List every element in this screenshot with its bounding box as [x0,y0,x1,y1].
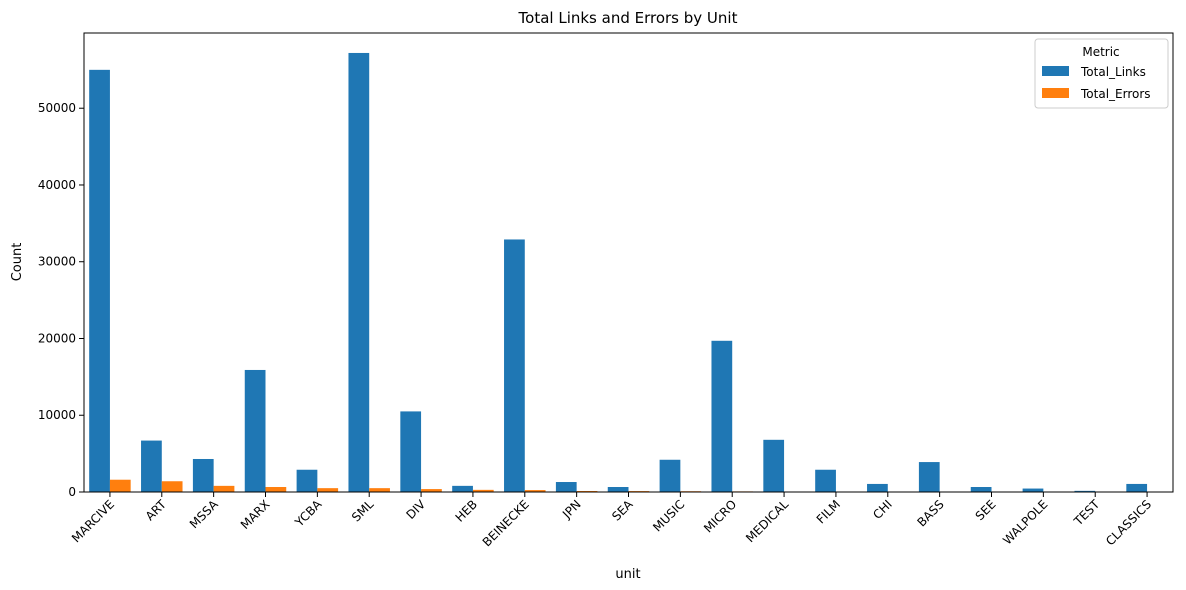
bar-classics-total-links [1126,483,1148,492]
bar-chi-total-links [867,483,888,492]
bar-sea-total-links [607,487,629,492]
bar-sml-total-errors [369,488,390,492]
legend-swatch-total-links [1042,66,1069,76]
bar-walpole-total-links [1022,488,1044,492]
x-tick-label-ycba: YCBA [292,497,325,530]
bar-art-total-links [141,440,162,492]
bar-heb-total-errors [472,489,494,492]
bar-see-total-links [970,487,992,492]
legend-title: Metric [1082,45,1119,59]
bar-film-total-links [815,469,836,492]
x-tick-label-sea: SEA [609,497,636,524]
y-tick-label-40000: 40000 [38,178,76,192]
x-tick-label-film: FILM [814,497,843,526]
bar-div-total-errors [421,489,442,492]
y-tick-label-20000: 20000 [38,331,76,345]
x-axis-label: unit [615,567,640,582]
bar-ycba-total-errors [317,488,339,492]
bar-micro-total-links [711,340,733,492]
bar-test-total-links [1074,490,1096,492]
bar-sml-total-links [348,52,370,493]
bar-heb-total-links [452,485,473,492]
x-tick-label-mssa: MSSA [187,497,222,532]
legend-swatch-total-errors [1042,88,1069,98]
x-tick-label-classics: CLASSICS [1103,497,1154,548]
bars-group [89,52,1168,493]
legend: Metric Total_Links Total_Errors [1034,38,1169,109]
y-tick-label-10000: 10000 [38,408,76,422]
x-tick-label-chi: CHI [870,497,895,522]
bar-beinecke-total-errors [524,490,546,492]
x-tick-label-medical: MEDICAL [743,497,791,545]
bar-beinecke-total-links [504,239,525,492]
y-axis-label: Count [10,243,25,282]
bar-mssa-total-errors [213,485,235,492]
bar-marx-total-links [244,369,266,492]
x-tick-label-beinecke: BEINECKE [480,497,532,549]
x-tick-label-art: ART [143,497,170,524]
x-tick-label-marcive: MARCIVE [69,497,117,545]
x-axis: MARCIVE ART MSSA MARX YCBA SML DIV HEB BEINECKE J… [69,492,1154,549]
x-tick-label-marx: MARX [238,497,273,532]
bar-art-total-errors [161,481,183,492]
x-tick-label-test: TEST [1071,497,1103,529]
y-tick-label-50000: 50000 [38,101,76,115]
x-tick-label-bass: BASS [914,497,946,529]
plot-frame [83,32,1174,493]
x-tick-label-see: SEE [973,497,999,523]
x-tick-label-div: DIV [403,497,428,522]
bar-bass-total-links [918,462,940,492]
bar-jpn-total-links [555,482,577,492]
legend-label-total-errors: Total_Errors [1080,87,1151,101]
x-tick-label-jpn: JPN [559,497,584,522]
x-tick-label-music: MUSIC [650,497,687,534]
x-tick-label-walpole: WALPOLE [1000,497,1050,547]
bar-ycba-total-links [296,469,318,492]
bar-marcive-total-links [89,69,110,492]
x-tick-label-sml: SML [349,497,377,525]
bar-mssa-total-links [192,458,214,492]
x-tick-label-heb: HEB [453,497,480,524]
legend-label-total-links: Total_Links [1080,65,1146,79]
y-tick-label-30000: 30000 [38,255,76,269]
chart-title: Total Links and Errors by Unit [518,9,738,27]
bar-marcive-total-errors [109,479,131,492]
x-tick-label-micro: MICRO [701,497,739,535]
bar-div-total-links [400,411,422,492]
y-tick-label-0: 0 [68,485,76,499]
bar-medical-total-links [763,439,785,492]
bar-music-total-links [659,459,681,492]
y-axis: 0 10000 20000 30000 40000 50000 [38,101,84,499]
bar-marx-total-errors [265,487,287,492]
